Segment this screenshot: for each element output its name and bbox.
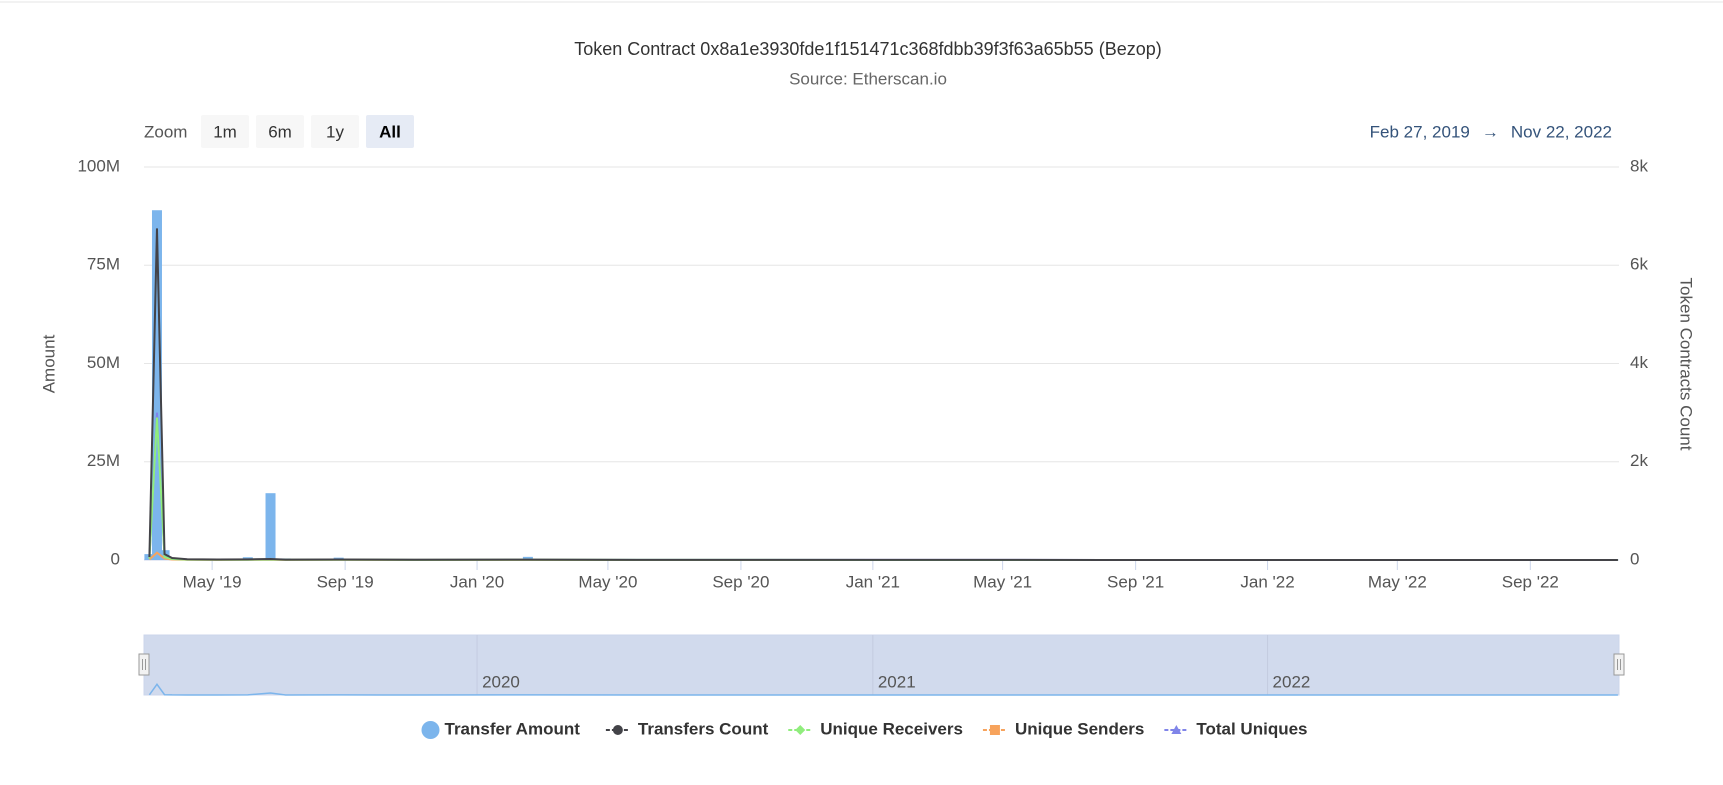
zoom-button-label[interactable]: All [379, 122, 401, 141]
legend-marker[interactable] [612, 725, 623, 735]
y-axis-title: Amount [39, 334, 58, 393]
y2-tick-label: 4k [1630, 353, 1648, 372]
bar [265, 493, 276, 560]
legend-item[interactable]: Transfer Amount [421, 719, 581, 739]
legend-item[interactable]: Transfers Count [605, 719, 769, 738]
y-tick-label: 75M [87, 255, 120, 274]
legend-marker[interactable] [795, 725, 806, 735]
zoom-button-bg[interactable] [311, 115, 359, 148]
navigator-label: 2020 [482, 672, 520, 691]
y2-tick-label: 8k [1630, 156, 1648, 175]
legend-label[interactable]: Transfer Amount [445, 719, 581, 738]
bar [522, 556, 533, 560]
series-line [148, 417, 1618, 561]
range-to[interactable]: Nov 22, 2022 [1511, 122, 1612, 141]
x-tick-label: Sep '21 [1107, 572, 1164, 591]
range-arrow: → [1482, 122, 1499, 141]
zoom-label: Zoom [144, 122, 187, 141]
x-tick-label: Jan '20 [450, 572, 504, 591]
legend-symbol[interactable] [788, 725, 813, 735]
y2-tick-label: 0 [1630, 549, 1639, 568]
legend-symbol[interactable] [605, 725, 630, 735]
navigator-label: 2021 [878, 672, 916, 691]
legend-marker[interactable] [989, 725, 1000, 735]
x-tick-label: Sep '20 [712, 572, 769, 591]
y-tick-label: 0 [111, 549, 120, 568]
zoom-button[interactable]: 1y [311, 115, 359, 148]
legend-symbol[interactable] [421, 721, 440, 739]
legend-symbol[interactable] [982, 725, 1007, 735]
navigator-label: 2022 [1273, 672, 1311, 691]
zoom-button[interactable]: 1m [201, 115, 249, 148]
legend-label[interactable]: Total Uniques [1196, 719, 1307, 738]
x-tick-label: Jan '22 [1240, 572, 1294, 591]
x-tick-label: Sep '19 [317, 572, 374, 591]
navigator-handle-box[interactable] [138, 653, 150, 676]
legend-label[interactable]: Transfers Count [638, 719, 769, 738]
legend-item[interactable]: Unique Senders [982, 719, 1144, 738]
legend-item[interactable]: Total Uniques [1164, 719, 1308, 738]
y2-tick-label: 2k [1630, 451, 1648, 470]
x-tick-label: Jan '21 [846, 572, 900, 591]
x-tick-label: Sep '22 [1502, 572, 1559, 591]
chart-subtitle: Source: Etherscan.io [789, 69, 947, 88]
navigator-mask [143, 634, 1620, 696]
zoom-button-label[interactable]: 6m [268, 122, 292, 141]
navigator-series [148, 683, 1618, 696]
bar [151, 210, 162, 561]
chart-title: Token Contract 0x8a1e3930fde1f151471c368… [574, 39, 1161, 59]
y-tick-label: 100M [77, 156, 120, 175]
legend-item[interactable]: Unique Receivers [788, 719, 963, 738]
zoom-button-bg[interactable] [256, 115, 304, 148]
x-tick-label: May '22 [1368, 572, 1427, 591]
x-tick-label: May '19 [183, 572, 242, 591]
zoom-button-label[interactable]: 1m [213, 122, 237, 141]
navigator-handle[interactable] [138, 653, 150, 676]
navigator-handle[interactable] [1613, 653, 1625, 676]
zoom-button-bg[interactable] [201, 115, 249, 148]
y-tick-label: 50M [87, 353, 120, 372]
x-tick-label: May '20 [578, 572, 637, 591]
zoom-button-label[interactable]: 1y [326, 122, 344, 141]
legend-label[interactable]: Unique Senders [1015, 719, 1144, 738]
zoom-button[interactable]: All [366, 115, 414, 148]
series-line [148, 228, 1618, 561]
navigator-handle-box[interactable] [1613, 653, 1625, 676]
legend-marker[interactable] [421, 721, 440, 739]
range-from[interactable]: Feb 27, 2019 [1370, 122, 1470, 141]
zoom-button-bg[interactable] [366, 115, 414, 148]
legend-symbol[interactable] [1164, 725, 1189, 734]
zoom-button[interactable]: 6m [256, 115, 304, 148]
x-tick-label: May '21 [973, 572, 1032, 591]
y-tick-label: 25M [87, 451, 120, 470]
legend-marker[interactable] [1171, 725, 1182, 734]
series-line [148, 412, 1618, 561]
legend-label[interactable]: Unique Receivers [820, 719, 963, 738]
y2-tick-label: 6k [1630, 255, 1648, 274]
y2-axis-title: Token Contracts Count [1677, 278, 1696, 451]
